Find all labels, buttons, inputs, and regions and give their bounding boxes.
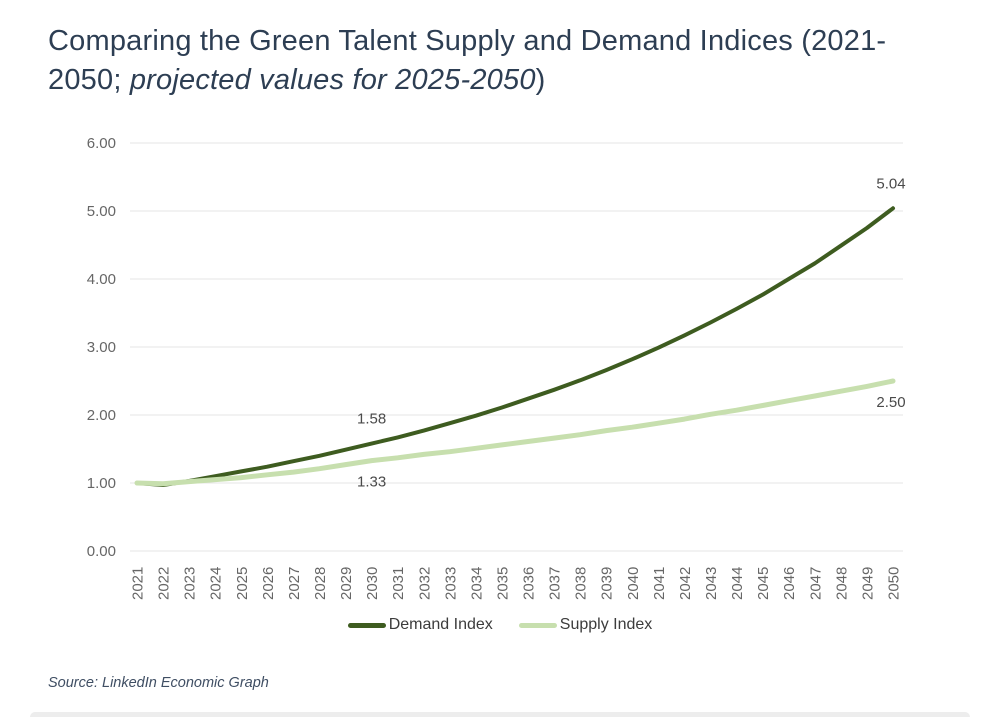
- x-axis-tick-label: 2035: [494, 567, 511, 600]
- legend-item-demand-index: Demand Index: [347, 616, 493, 634]
- legend-label: Supply Index: [559, 616, 653, 633]
- title-line2-suffix: ): [535, 64, 546, 96]
- x-axis-tick-label: 2027: [286, 567, 303, 600]
- y-axis-tick-label: 6.00: [87, 135, 116, 152]
- x-axis-tick-label: 2047: [807, 567, 824, 600]
- x-axis-tick-label: 2049: [859, 567, 876, 600]
- demand-line: [135, 206, 895, 487]
- y-axis-tick-label: 2.00: [87, 407, 116, 424]
- x-axis-tick-label: 2034: [468, 567, 485, 600]
- x-axis-tick-label: 2048: [833, 567, 850, 600]
- x-axis-tick-label: 2026: [260, 567, 277, 600]
- x-axis-tick-label: 2037: [547, 567, 564, 600]
- x-axis-tick-label: 2041: [651, 567, 668, 600]
- y-axis-tick-label: 5.00: [87, 203, 116, 220]
- y-axis-tick-label: 4.00: [87, 271, 116, 288]
- x-axis-tick-label: 2031: [390, 567, 407, 600]
- x-axis-tick-label: 2050: [886, 567, 903, 600]
- legend-item-supply-index: Supply Index: [518, 616, 653, 634]
- chart-title: Comparing the Green Talent Supply and De…: [48, 22, 978, 100]
- legend-label: Demand Index: [388, 616, 493, 633]
- x-axis-tick-label: 2038: [573, 567, 590, 600]
- x-axis-tick-label: 2036: [521, 567, 538, 600]
- data-label: 1.58: [357, 411, 386, 428]
- x-axis-tick-label: 2025: [234, 567, 251, 600]
- x-axis-tick-label: 2023: [182, 567, 199, 600]
- x-axis-tick-label: 2021: [130, 567, 147, 600]
- chart-legend: Demand Index Supply Index: [0, 616, 1000, 634]
- x-axis-tick-label: 2039: [599, 567, 616, 600]
- supply-line: [134, 378, 896, 487]
- x-axis-tick-label: 2022: [156, 567, 173, 600]
- y-axis-tick-label: 1.00: [87, 475, 116, 492]
- line-chart: 0.00 1.00 2.00 3.00 4.00 5.00 6.00 2021 2022 2023…: [87, 135, 906, 600]
- x-axis-tick-label: 2024: [208, 567, 225, 600]
- x-axis-tick-label: 2042: [677, 567, 694, 600]
- x-axis-tick-label: 2030: [364, 567, 381, 600]
- data-label: 2.50: [876, 394, 905, 411]
- y-axis-tick-label: 3.00: [87, 339, 116, 356]
- bottom-divider: [30, 712, 970, 717]
- x-axis-tick-label: 2043: [703, 567, 720, 600]
- source-caption: Source: LinkedIn Economic Graph: [48, 675, 269, 691]
- x-axis-tick-label: 2046: [781, 567, 798, 600]
- x-axis-tick-label: 2045: [755, 567, 772, 600]
- title-line2-italic: projected values for 2025-2050: [129, 64, 536, 96]
- x-axis-tick-label: 2032: [416, 567, 433, 600]
- y-axis-tick-label: 0.00: [87, 543, 116, 560]
- data-label: 5.04: [876, 175, 905, 192]
- legend-swatch: [518, 622, 557, 628]
- title-line2-prefix: 2050;: [48, 64, 130, 96]
- title-line1: Comparing the Green Talent Supply and De…: [48, 25, 887, 57]
- x-axis-tick-label: 2033: [442, 567, 459, 600]
- x-axis-tick-label: 2028: [312, 567, 329, 600]
- data-label: 1.33: [357, 474, 386, 491]
- legend-swatch: [347, 622, 386, 628]
- x-axis-tick-label: 2029: [338, 567, 355, 600]
- x-axis-tick-label: 2040: [625, 567, 642, 600]
- x-axis-tick-label: 2044: [729, 567, 746, 600]
